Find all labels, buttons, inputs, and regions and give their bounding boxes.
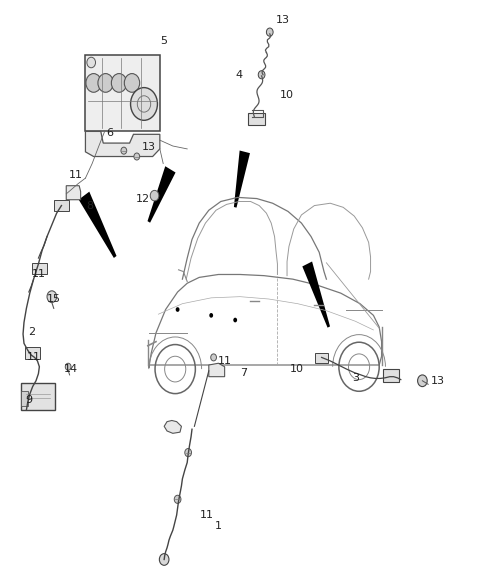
Text: 14: 14 (64, 364, 78, 374)
Text: 2: 2 (28, 326, 35, 337)
Circle shape (124, 74, 140, 92)
Text: 13: 13 (276, 15, 290, 26)
FancyBboxPatch shape (315, 353, 328, 363)
Circle shape (98, 74, 113, 92)
FancyBboxPatch shape (21, 391, 28, 406)
Circle shape (185, 449, 192, 457)
Polygon shape (147, 166, 176, 223)
Polygon shape (79, 192, 117, 258)
Polygon shape (164, 420, 181, 433)
Polygon shape (66, 186, 81, 200)
FancyBboxPatch shape (54, 200, 69, 211)
Circle shape (87, 57, 96, 68)
Text: 7: 7 (240, 367, 247, 378)
Circle shape (150, 190, 159, 201)
Text: 11: 11 (69, 170, 83, 180)
Text: 13: 13 (431, 376, 445, 386)
Text: 10: 10 (289, 364, 304, 374)
Polygon shape (234, 151, 250, 208)
Circle shape (209, 313, 213, 318)
Text: 11: 11 (31, 269, 46, 280)
Circle shape (111, 74, 127, 92)
Polygon shape (209, 363, 225, 377)
Circle shape (47, 291, 57, 303)
FancyBboxPatch shape (25, 347, 40, 359)
Text: 11: 11 (199, 510, 214, 520)
Text: 1: 1 (215, 520, 222, 531)
Text: 11: 11 (217, 356, 232, 366)
Circle shape (211, 354, 216, 361)
Circle shape (159, 554, 169, 565)
FancyBboxPatch shape (32, 263, 47, 274)
FancyBboxPatch shape (85, 55, 160, 131)
FancyBboxPatch shape (21, 383, 55, 410)
Circle shape (233, 318, 237, 322)
Circle shape (134, 153, 140, 160)
Text: 10: 10 (280, 89, 294, 100)
Text: 5: 5 (160, 36, 167, 46)
Text: 11: 11 (26, 352, 41, 363)
Text: 13: 13 (142, 142, 156, 152)
Text: 9: 9 (25, 395, 32, 405)
Circle shape (418, 375, 427, 387)
Text: 15: 15 (47, 294, 61, 304)
Circle shape (131, 88, 157, 120)
FancyBboxPatch shape (248, 113, 265, 125)
Text: 4: 4 (236, 69, 242, 80)
Circle shape (258, 71, 265, 79)
Circle shape (174, 495, 181, 503)
Circle shape (176, 307, 180, 312)
Circle shape (86, 74, 101, 92)
Polygon shape (85, 131, 160, 157)
Circle shape (65, 363, 71, 370)
Text: 6: 6 (106, 128, 113, 138)
Polygon shape (302, 262, 330, 328)
Circle shape (266, 28, 273, 36)
Circle shape (121, 147, 127, 154)
FancyBboxPatch shape (383, 369, 399, 382)
Text: 3: 3 (353, 373, 360, 384)
Text: 12: 12 (136, 193, 150, 204)
Text: 8: 8 (87, 200, 94, 211)
